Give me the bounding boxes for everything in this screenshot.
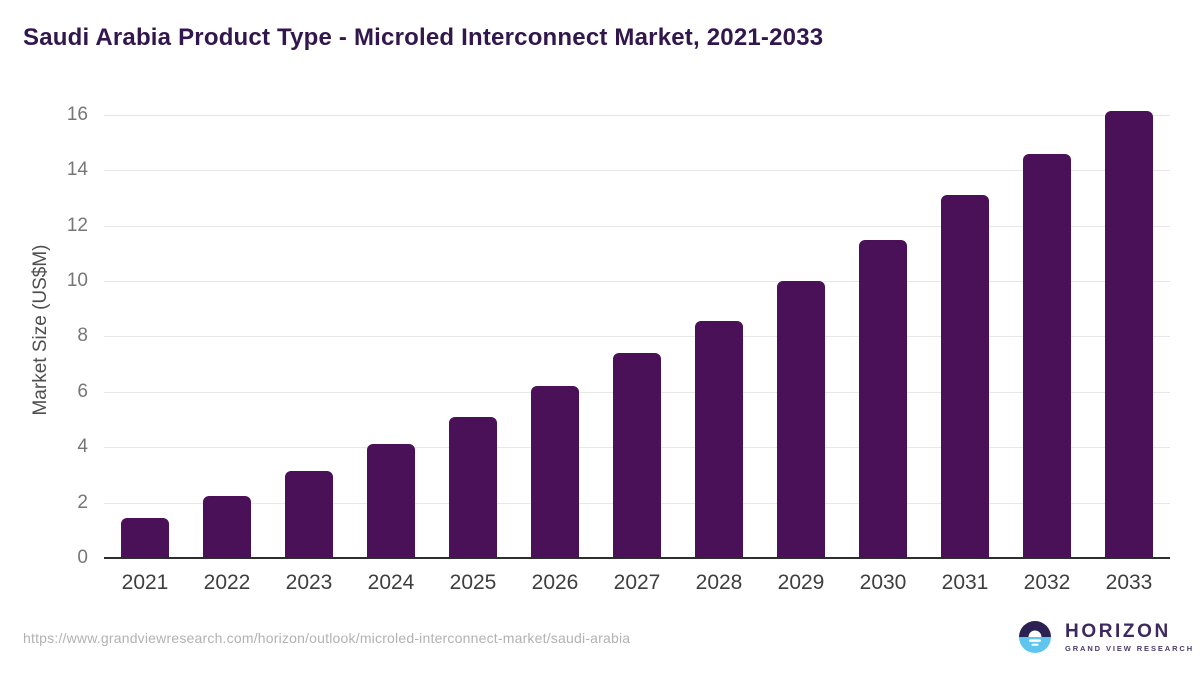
bar-2024[interactable] (367, 444, 415, 558)
x-tick-label-2024: 2024 (367, 571, 415, 594)
bar-2032[interactable] (1023, 153, 1071, 558)
logo-brand: HORIZON (1065, 620, 1171, 642)
x-tick-label-2033: 2033 (1105, 571, 1153, 594)
y-tick-label-12: 12 (66, 214, 88, 236)
bar-2021[interactable] (121, 517, 169, 558)
gridline-8 (104, 336, 1170, 338)
gridline-14 (104, 170, 1170, 172)
x-tick-label-2028: 2028 (695, 571, 743, 594)
x-axis-line (104, 557, 1170, 559)
y-tick-label-8: 8 (77, 325, 88, 347)
y-tick-label-6: 6 (77, 380, 88, 402)
y-tick-label-4: 4 (77, 436, 88, 458)
chart-title: Saudi Arabia Product Type - Microled Int… (23, 24, 824, 51)
horizon-sunset-icon (1019, 621, 1051, 653)
bar-2031[interactable] (941, 195, 989, 558)
y-tick-label-2: 2 (77, 491, 88, 513)
x-tick-label-2026: 2026 (531, 571, 579, 594)
logo-text: HORIZON GRAND VIEW RESEARCH (1065, 622, 1194, 653)
y-tick-label-0: 0 (77, 547, 88, 568)
y-tick-label-16: 16 (66, 103, 88, 125)
x-tick-label-2022: 2022 (203, 571, 251, 594)
plot-area (104, 0, 1170, 559)
bar-2023[interactable] (285, 470, 333, 558)
y-tick-label-10: 10 (66, 270, 88, 292)
x-tick-label-2031: 2031 (941, 571, 989, 594)
x-tick-label-2027: 2027 (613, 571, 661, 594)
bar-2033[interactable] (1105, 110, 1153, 558)
bar-2028[interactable] (695, 321, 743, 558)
gridline-10 (104, 281, 1170, 283)
gridline-16 (104, 114, 1170, 116)
x-tick-label-2021: 2021 (121, 571, 169, 594)
x-tick-label-2030: 2030 (859, 571, 907, 594)
x-tick-label-2029: 2029 (777, 571, 825, 594)
logo-tagline: GRAND VIEW RESEARCH (1065, 643, 1195, 653)
x-tick-label-2023: 2023 (285, 571, 333, 594)
y-tick-label-14: 14 (66, 159, 88, 181)
x-tick-label-2025: 2025 (449, 571, 497, 594)
x-tick-label-2032: 2032 (1023, 571, 1071, 594)
source-url[interactable]: https://www.grandviewresearch.com/horizo… (23, 630, 631, 646)
bar-2029[interactable] (777, 281, 825, 558)
bar-2030[interactable] (859, 239, 907, 558)
bar-2027[interactable] (613, 353, 661, 558)
bar-2025[interactable] (449, 416, 497, 558)
bar-2022[interactable] (203, 495, 251, 558)
gridline-12 (104, 225, 1170, 227)
horizon-logo[interactable]: HORIZON GRAND VIEW RESEARCH (1018, 620, 1194, 654)
bar-2026[interactable] (531, 386, 579, 558)
